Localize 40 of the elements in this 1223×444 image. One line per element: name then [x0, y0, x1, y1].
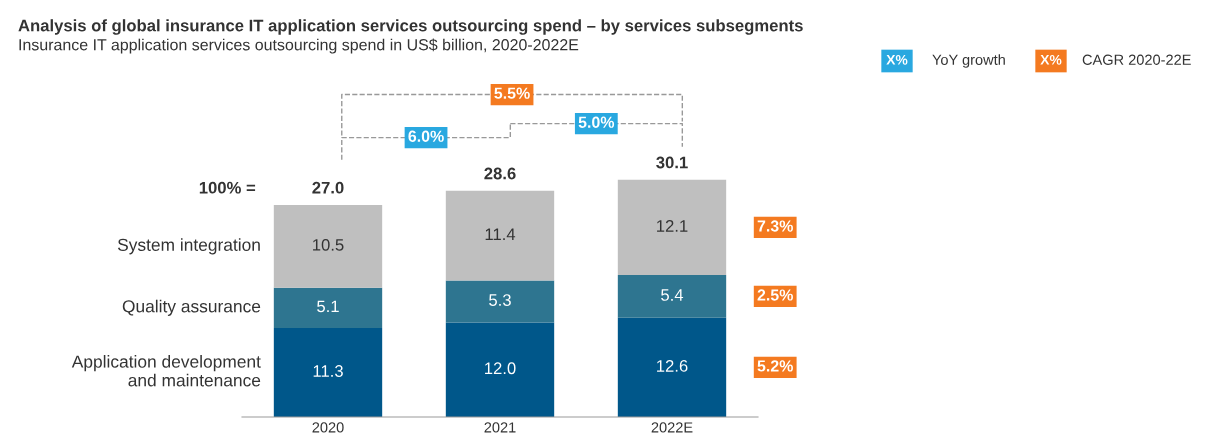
total-label: 28.6 [484, 167, 516, 180]
series-label: Application development and maintenance [71, 355, 261, 387]
bar [273, 204, 383, 288]
data-label: 11.3 [313, 365, 343, 377]
text: CAGR 2020-22E [1082, 54, 1191, 65]
data-label: 12.0 [485, 362, 516, 375]
text: 5.5% [494, 87, 530, 99]
total-label: 30.1 [656, 156, 688, 169]
text: X% [1040, 54, 1062, 65]
annotation: 7.3% [757, 220, 793, 232]
bar [617, 275, 727, 318]
annotation: 100% = [199, 181, 256, 194]
data-label: 11.4 [485, 228, 516, 240]
annotation: 5.2% [757, 360, 793, 372]
data-label: 12.1 [657, 220, 688, 232]
data-label: 5.1 [317, 300, 339, 313]
text: 6.0% [408, 130, 444, 142]
text: X% [886, 54, 908, 65]
bar [273, 287, 383, 328]
bar [445, 280, 555, 323]
text: 5.0% [578, 116, 615, 128]
bar [445, 190, 555, 281]
total-label: 27.0 [312, 181, 344, 194]
data-label: 5.4 [661, 289, 684, 301]
annotation: 2.5% [757, 289, 793, 301]
series-label: System integration [117, 238, 260, 255]
bar [617, 317, 727, 417]
x-tick-label: 2021 [484, 422, 516, 433]
x-tick-label: 2022E [651, 422, 693, 433]
data-label: 5.3 [489, 294, 511, 306]
series-label: Quality assurance [122, 299, 261, 316]
bar [617, 179, 727, 276]
data-label: 10.5 [313, 238, 344, 251]
chart-subtitle: Insurance IT application services outsourcing spend in US$ billion, 2020-2022E [19, 38, 579, 54]
x-tick-label: 2020 [312, 422, 344, 433]
bar [445, 322, 555, 417]
data-label: 12.6 [657, 360, 688, 372]
bar [273, 327, 383, 417]
chart-title: Analysis of global insurance IT application services outsourcing spend – by services subsegments [18, 19, 803, 35]
text: YoY growth [932, 54, 1005, 68]
